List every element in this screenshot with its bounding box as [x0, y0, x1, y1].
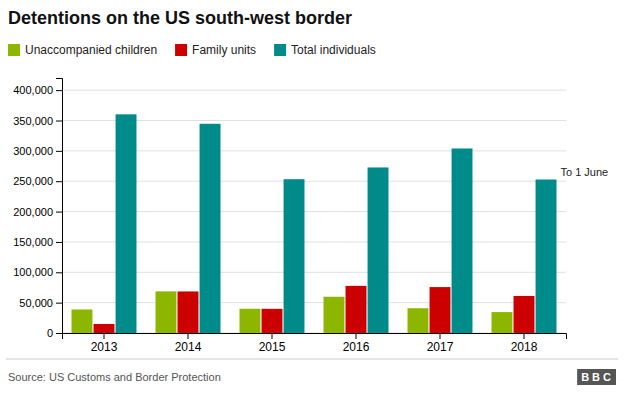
x-tick-label: 2016	[343, 340, 370, 354]
x-tick-label: 2018	[511, 340, 538, 354]
y-tick: 150,000	[13, 236, 62, 248]
x-tick: 2018	[511, 333, 538, 354]
legend-label: Total individuals	[291, 43, 376, 57]
grid-line	[62, 302, 566, 303]
y-tick-mark	[56, 272, 62, 273]
y-tick-mark	[56, 151, 62, 152]
y-tick: 100,000	[13, 266, 62, 278]
x-tick-mark	[524, 333, 525, 339]
bar	[178, 291, 199, 333]
legend-label: Family units	[192, 43, 256, 57]
bar	[156, 291, 177, 333]
bar	[452, 148, 473, 333]
legend-item: Family units	[175, 43, 256, 57]
x-axis-line	[63, 334, 567, 340]
y-axis: 0 50,000 100,000 150,000 200,000 250,000 300,0…	[13, 79, 62, 340]
legend-swatch	[274, 44, 286, 56]
bar	[72, 309, 93, 333]
x-tick-label: 2015	[259, 340, 286, 354]
bar	[200, 124, 221, 333]
bar	[284, 179, 305, 333]
title: Detentions on the US south-west border	[8, 8, 352, 28]
legend-swatch	[8, 44, 20, 56]
y-tick: 400,000	[13, 84, 62, 96]
source: Source: US Customs and Border Protection	[8, 371, 221, 383]
bar	[346, 286, 367, 333]
y-tick: 350,000	[13, 115, 62, 127]
y-tick: 250,000	[13, 175, 62, 187]
grid	[62, 90, 566, 333]
y-tick: 300,000	[13, 145, 62, 157]
grid-line	[62, 211, 566, 212]
bar-series	[116, 114, 557, 333]
separator	[6, 359, 618, 360]
y-tick-mark	[56, 121, 62, 122]
y-tick-label: 150,000	[13, 236, 53, 248]
y-tick-mark	[56, 212, 62, 213]
bar	[94, 324, 115, 333]
y-tick: 50,000	[19, 297, 62, 309]
x-tick-mark	[356, 333, 357, 339]
x-tick-label: 2014	[175, 340, 202, 354]
y-tick: 200,000	[13, 206, 62, 218]
bar	[116, 114, 137, 333]
bar	[514, 296, 535, 333]
y-tick-label: 250,000	[13, 175, 53, 187]
y-tick-mark	[56, 333, 62, 334]
x-tick-label: 2017	[427, 340, 454, 354]
bar	[430, 287, 451, 333]
x-tick-mark	[440, 333, 441, 339]
plot: 0 50,000 100,000 150,000 200,000 250,000 300,0…	[13, 79, 608, 354]
y-tick-label: 0	[47, 327, 53, 339]
x-tick-mark	[104, 333, 105, 339]
y-tick-mark	[56, 242, 62, 243]
y-tick-label: 100,000	[13, 266, 53, 278]
bar	[536, 179, 557, 333]
legend-item: Total individuals	[274, 43, 376, 57]
bar	[368, 167, 389, 333]
y-tick-label: 200,000	[13, 206, 53, 218]
x-tick-mark	[272, 333, 273, 339]
legend-item: Unaccompanied children	[8, 43, 157, 57]
bars	[72, 114, 557, 333]
bar	[240, 309, 261, 333]
grid-line	[62, 272, 566, 273]
bar	[492, 312, 513, 333]
y-tick-label: 400,000	[13, 84, 53, 96]
legend-label: Unaccompanied children	[25, 43, 157, 57]
y-tick-label: 300,000	[13, 145, 53, 157]
chart: Detentions on the US south-west border Un…	[0, 0, 624, 395]
y-tick: 0	[47, 327, 62, 339]
grid-line	[62, 150, 566, 151]
y-tick-label: 350,000	[13, 115, 53, 127]
bar	[324, 297, 345, 333]
y-tick-label: 50,000	[19, 297, 53, 309]
logo-text: BBC	[581, 371, 614, 383]
logo: BBC	[577, 369, 616, 385]
grid-line	[62, 241, 566, 242]
x-tick: 2016	[343, 333, 370, 354]
annotation: To 1 June	[560, 166, 608, 178]
y-axis-line	[56, 79, 63, 334]
grid-line	[62, 181, 566, 182]
grid-line	[62, 90, 566, 91]
logo-box	[577, 369, 616, 385]
bar	[262, 309, 283, 333]
x-tick: 2013	[91, 333, 118, 354]
bar	[408, 308, 429, 333]
y-tick-mark	[56, 181, 62, 182]
x-tick-label: 2013	[91, 340, 118, 354]
y-tick-mark	[56, 303, 62, 304]
x-tick: 2015	[259, 333, 286, 354]
x-axis: 2013 2014 2015 2016 2017 2018	[63, 333, 567, 354]
legend: Unaccompanied children Family units Total …	[8, 43, 376, 57]
grid-line	[62, 120, 566, 121]
x-tick: 2017	[427, 333, 454, 354]
x-tick-mark	[188, 333, 189, 339]
y-tick-mark	[56, 90, 62, 91]
x-tick: 2014	[175, 333, 202, 354]
legend-swatch	[175, 44, 187, 56]
